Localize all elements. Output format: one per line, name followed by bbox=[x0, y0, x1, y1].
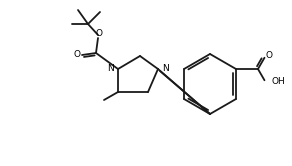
Text: OH: OH bbox=[272, 77, 285, 86]
Text: O: O bbox=[95, 29, 102, 38]
Text: O: O bbox=[74, 49, 81, 58]
Text: N: N bbox=[107, 64, 114, 73]
Text: N: N bbox=[162, 64, 169, 73]
Text: O: O bbox=[266, 51, 273, 60]
